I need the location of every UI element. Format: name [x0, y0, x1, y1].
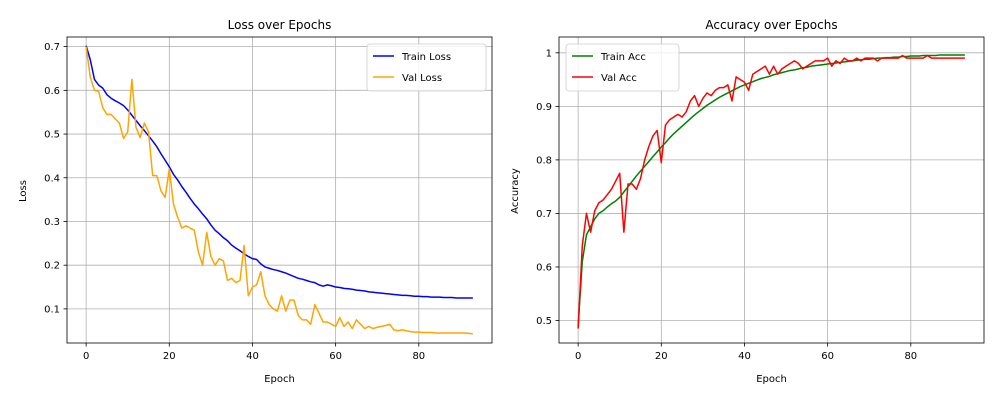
accuracy-chart-ylabel: Accuracy [510, 168, 521, 214]
loss-series-train-loss [85, 45, 473, 299]
accuracy-legend-label-val-acc: Val Acc [601, 73, 637, 84]
accuracy-ytick-label: 0.7 [536, 209, 552, 220]
loss-xtick-label: 80 [412, 351, 425, 362]
loss-legend-box [366, 43, 487, 92]
accuracy-xtick-label: 40 [738, 351, 751, 362]
loss-chart: Loss over Epochs Epoch Loss 0 20 40 60 80 0.1… [18, 18, 493, 385]
accuracy-xtick-label: 0 [575, 351, 581, 362]
loss-gridlines [67, 37, 492, 343]
loss-ytick-label: 0.3 [44, 217, 60, 228]
accuracy-ytick-label: 0.9 [536, 102, 552, 113]
accuracy-gridlines [559, 37, 984, 343]
loss-chart-ylabel: Loss [18, 180, 29, 202]
accuracy-xtick-label: 60 [821, 351, 834, 362]
loss-chart-xlabel: Epoch [264, 374, 295, 385]
accuracy-xtick-label: 80 [904, 351, 917, 362]
loss-xtick-label: 0 [83, 351, 89, 362]
loss-ytick-label: 0.1 [44, 304, 60, 315]
loss-xtick-label: 60 [329, 351, 342, 362]
loss-ytick-label: 0.5 [44, 130, 60, 141]
loss-series-val-loss [85, 46, 473, 335]
loss-plot-frame [66, 36, 493, 344]
loss-chart-title: Loss over Epochs [228, 18, 332, 32]
loss-ytick-label: 0.2 [44, 261, 60, 272]
accuracy-chart-title: Accuracy over Epochs [705, 18, 837, 32]
accuracy-ytick-label: 1 [546, 48, 552, 59]
loss-legend-label-val-loss: Val Loss [402, 73, 442, 84]
accuracy-chart-xlabel: Epoch [756, 374, 787, 385]
accuracy-legend-box [565, 43, 680, 92]
loss-legend: Train Loss Val Loss [366, 43, 487, 92]
loss-legend-label-train-loss: Train Loss [401, 52, 451, 63]
accuracy-legend-label-train-acc: Train Acc [600, 52, 646, 63]
loss-ytick-label: 0.4 [44, 173, 60, 184]
accuracy-chart: Accuracy over Epochs Epoch Accuracy 0 20 4… [510, 18, 985, 385]
accuracy-ytick-label: 0.8 [536, 155, 552, 166]
accuracy-xtick-label: 20 [655, 351, 668, 362]
loss-xtick-label: 40 [246, 351, 259, 362]
loss-ytick-label: 0.7 [44, 42, 60, 53]
accuracy-ytick-label: 0.5 [536, 316, 552, 327]
loss-ytick-label: 0.6 [44, 86, 60, 97]
loss-xtick-label: 20 [163, 351, 176, 362]
accuracy-series-val-acc [577, 54, 965, 329]
accuracy-plot-frame [558, 36, 985, 344]
accuracy-ytick-label: 0.6 [536, 262, 552, 273]
accuracy-legend: Train Acc Val Acc [565, 43, 680, 92]
